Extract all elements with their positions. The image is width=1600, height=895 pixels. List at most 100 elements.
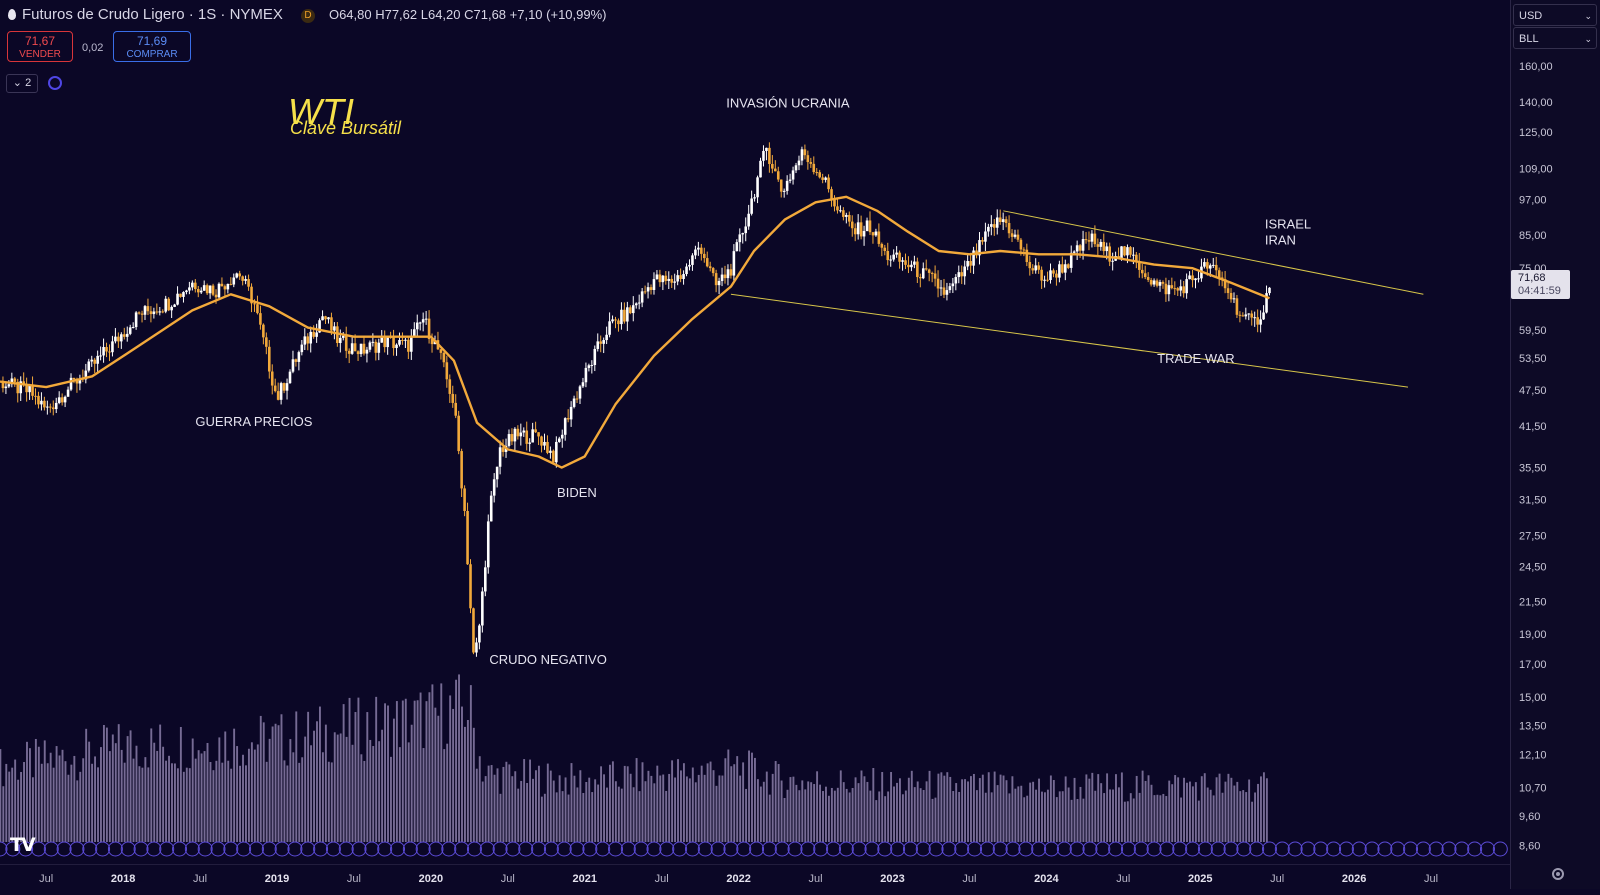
candle-body bbox=[1064, 264, 1067, 273]
currency-select[interactable]: USD ⌄ bbox=[1513, 4, 1597, 26]
trendline bbox=[730, 293, 1409, 388]
volume-bar bbox=[1067, 787, 1070, 842]
candle-body bbox=[250, 286, 253, 304]
delayed-badge[interactable]: D bbox=[300, 9, 315, 23]
session-marker bbox=[1261, 841, 1277, 857]
session-marker bbox=[351, 841, 367, 857]
volume-bar bbox=[1094, 790, 1097, 842]
time-tick-label: 2025 bbox=[1188, 873, 1212, 885]
volume-bar bbox=[419, 692, 422, 842]
volume-bar bbox=[496, 768, 499, 842]
volume-bar bbox=[360, 754, 363, 842]
candle-body bbox=[833, 198, 836, 207]
volume-bar bbox=[677, 759, 679, 842]
candle-body bbox=[992, 224, 996, 228]
candle-body bbox=[235, 273, 239, 278]
price-axis-panel[interactable]: 160,00140,00125,00109,0097,0085,0075,005… bbox=[1510, 0, 1600, 889]
candle-body bbox=[549, 450, 552, 453]
volume-bar bbox=[378, 741, 381, 842]
time-axis[interactable]: Jul 2018 Jul 2019 Jul 2020 Jul 2021 Jul 2022 Jul 20… bbox=[0, 864, 1510, 890]
gear-icon[interactable] bbox=[1552, 868, 1564, 880]
volume-bar bbox=[1132, 798, 1135, 842]
candle-body bbox=[877, 231, 881, 244]
candle-body bbox=[1137, 261, 1141, 270]
candle-body bbox=[969, 261, 972, 266]
volume-bar bbox=[1076, 799, 1079, 842]
volume-bar bbox=[111, 734, 114, 842]
session-marker bbox=[1056, 841, 1072, 857]
volume-bar bbox=[147, 767, 150, 842]
sell-button[interactable]: 71,67 VENDER bbox=[7, 31, 73, 62]
session-marker bbox=[1403, 841, 1419, 857]
chart-title: WTI bbox=[288, 91, 354, 132]
volume-bar bbox=[280, 714, 283, 842]
candle-body bbox=[57, 397, 61, 403]
candle-body bbox=[768, 147, 771, 164]
candle-body bbox=[921, 268, 925, 279]
price-tick-label: 24,50 bbox=[1519, 561, 1547, 573]
candle-body bbox=[510, 434, 514, 442]
session-marker bbox=[1338, 841, 1354, 857]
unit-select[interactable]: BLL ⌄ bbox=[1513, 27, 1597, 49]
volume-bar bbox=[955, 783, 958, 842]
session-marker bbox=[569, 841, 585, 857]
volume-bar bbox=[674, 777, 677, 842]
volume-bar bbox=[878, 791, 881, 842]
volume-bar bbox=[1049, 775, 1052, 842]
time-tick-label: Jul bbox=[1270, 873, 1284, 885]
candle-body bbox=[1164, 283, 1168, 295]
candle-body bbox=[336, 326, 339, 344]
volume-bar bbox=[890, 771, 893, 842]
volume-bar bbox=[179, 726, 182, 842]
volume-bar bbox=[1100, 783, 1103, 842]
candle-body bbox=[208, 285, 212, 294]
volume-bar bbox=[943, 775, 946, 842]
tradingview-logo[interactable]: TV bbox=[10, 834, 36, 856]
candle-body bbox=[560, 434, 564, 439]
candle-body bbox=[469, 564, 472, 609]
candle-body bbox=[809, 162, 813, 164]
volume-bar bbox=[463, 726, 466, 842]
session-marker bbox=[18, 841, 34, 857]
volume-bar bbox=[576, 787, 579, 842]
volume-bar bbox=[310, 745, 313, 842]
time-tick-label: 2023 bbox=[880, 873, 904, 885]
candle-body bbox=[72, 377, 76, 380]
candle-body bbox=[114, 336, 117, 342]
volume-bar bbox=[168, 755, 170, 842]
volume-bar bbox=[26, 741, 28, 842]
candle-body bbox=[741, 233, 745, 235]
volume-bar bbox=[182, 771, 185, 842]
candle-body bbox=[158, 311, 162, 313]
candle-body bbox=[1013, 234, 1017, 237]
volume-bar bbox=[913, 787, 916, 842]
volume-bar bbox=[810, 782, 813, 842]
candle-body bbox=[614, 319, 617, 321]
indicator-ring-icon[interactable] bbox=[48, 76, 62, 90]
price-axis[interactable]: 160,00140,00125,00109,0097,0085,0075,005… bbox=[1511, 0, 1600, 889]
volume-bar bbox=[694, 782, 697, 842]
candle-body bbox=[705, 258, 709, 267]
session-marker bbox=[1005, 841, 1021, 857]
volume-bar bbox=[176, 768, 179, 842]
candle-body bbox=[199, 290, 203, 293]
session-marker bbox=[120, 841, 136, 857]
volume-bar bbox=[271, 726, 274, 842]
volume-bar bbox=[680, 770, 682, 842]
volume-bar bbox=[552, 780, 555, 842]
candle-body bbox=[1235, 298, 1239, 315]
candle-body bbox=[1209, 265, 1212, 269]
volume-bar bbox=[860, 770, 863, 842]
session-marker bbox=[672, 841, 688, 857]
symbol-title[interactable]: Futuros de Crudo Ligero · 1S · NYMEX bbox=[22, 6, 283, 23]
annotation-label: GUERRA PRECIOS bbox=[195, 414, 312, 429]
indicators-toggle[interactable]: ⌄ 2 bbox=[6, 74, 38, 93]
volume-bar bbox=[582, 792, 585, 842]
buy-button[interactable]: 71,69 COMPRAR bbox=[113, 31, 191, 62]
session-marker bbox=[223, 841, 239, 857]
session-marker bbox=[608, 841, 624, 857]
candle-body bbox=[140, 313, 144, 315]
price-tick-label: 8,60 bbox=[1519, 841, 1540, 853]
candle-body bbox=[563, 418, 567, 435]
